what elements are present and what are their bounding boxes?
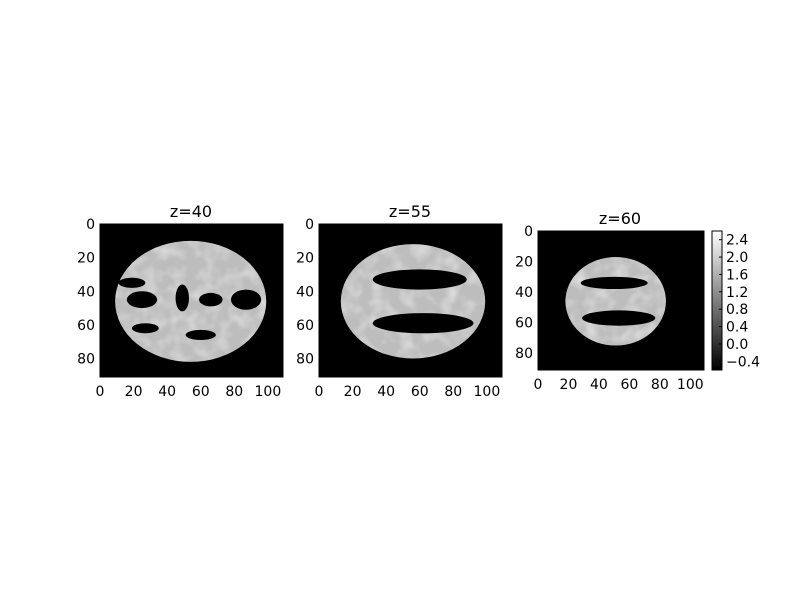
x-tick-label: 40 [377,384,395,400]
y-tick-label: 80 [77,352,95,368]
colorbar-ticks: −0.4 0.0 0.4 0.8 1.2 1.6 2.0 2.4 [719,233,760,370]
tissue-texture [340,244,486,359]
x-tick-label: 20 [560,377,578,393]
colorbar-tick-label: 2.4 [726,233,748,249]
x-tick-label: 80 [225,384,243,400]
y-tick-label: 60 [77,318,95,334]
heatmap-image [99,223,284,378]
y-tick-label: 0 [305,217,314,233]
x-tick-label: 60 [192,384,210,400]
y-tick-label: 80 [296,352,314,368]
axes-frame [537,230,705,371]
colorbar-tick-label: 0.8 [726,302,748,318]
panel-z40: z=40 0 20 40 60 80 0 20 40 60 80 100 [77,202,284,400]
x-tick-label: 40 [158,384,176,400]
panel-z55: z=55 0 20 40 60 80 0 20 40 60 80 100 [296,202,503,400]
panel-title: z=40 [170,202,212,221]
dark-region [175,284,189,312]
y-tick-label: 60 [296,318,314,334]
y-tick-label: 40 [515,285,533,301]
x-tick-label: 100 [255,384,282,400]
dark-region [126,291,158,309]
dark-region [582,310,656,326]
x-tick-label: 60 [411,384,429,400]
y-tick-label: 20 [296,251,314,267]
x-tick-label: 0 [315,384,324,400]
colorbar-tick-label: 0.4 [726,320,748,336]
dark-region [185,329,216,341]
y-tick-label: 80 [515,346,533,362]
panel-z60: z=60 0 20 40 60 80 0 20 40 60 80 100 [515,209,705,393]
colorbar: −0.4 0.0 0.4 0.8 1.2 1.6 2.0 2.4 [711,230,760,371]
y-tick-label: 0 [524,224,533,240]
y-tick-label: 40 [296,284,314,300]
axes-frame [99,223,284,378]
colorbar-gradient [711,230,723,371]
dark-region [580,276,648,290]
x-tick-label: 0 [534,377,543,393]
panel-axes: 0 20 40 60 80 0 20 40 60 80 100 [296,217,500,400]
dark-region [372,269,467,290]
colorbar-tick-label: 0.0 [726,337,748,353]
panel-axes: 0 20 40 60 80 0 20 40 60 80 100 [515,224,703,393]
x-tick-label: 20 [125,384,143,400]
dark-region [230,289,262,310]
heatmap-image [318,223,503,378]
colorbar-tick-label: 2.0 [726,250,748,266]
tissue-texture [565,256,666,346]
y-tick-label: 20 [515,255,533,271]
panel-axes: 0 20 40 60 80 0 20 40 60 80 100 [77,217,281,400]
dark-region [372,313,474,334]
y-tick-label: 0 [86,217,95,233]
y-tick-label: 40 [77,284,95,300]
panel-title: z=60 [599,209,641,228]
dark-region [131,323,159,334]
colorbar-tick-label: 1.2 [726,285,748,301]
colorbar-tick-label: −0.4 [726,354,760,370]
y-tick-label: 60 [515,316,533,332]
dark-region [199,292,223,307]
colorbar-tick-label: 1.6 [726,267,748,283]
x-tick-label: 100 [474,384,501,400]
x-tick-label: 60 [620,377,638,393]
y-tick-label: 20 [77,251,95,267]
dark-region [118,277,146,288]
x-tick-label: 40 [590,377,608,393]
x-tick-label: 80 [444,384,462,400]
x-tick-label: 0 [96,384,105,400]
panel-title: z=55 [389,202,431,221]
x-tick-label: 80 [651,377,669,393]
heatmap-image [537,230,705,371]
x-tick-label: 20 [344,384,362,400]
x-tick-label: 100 [677,377,704,393]
axes-frame [318,223,503,378]
